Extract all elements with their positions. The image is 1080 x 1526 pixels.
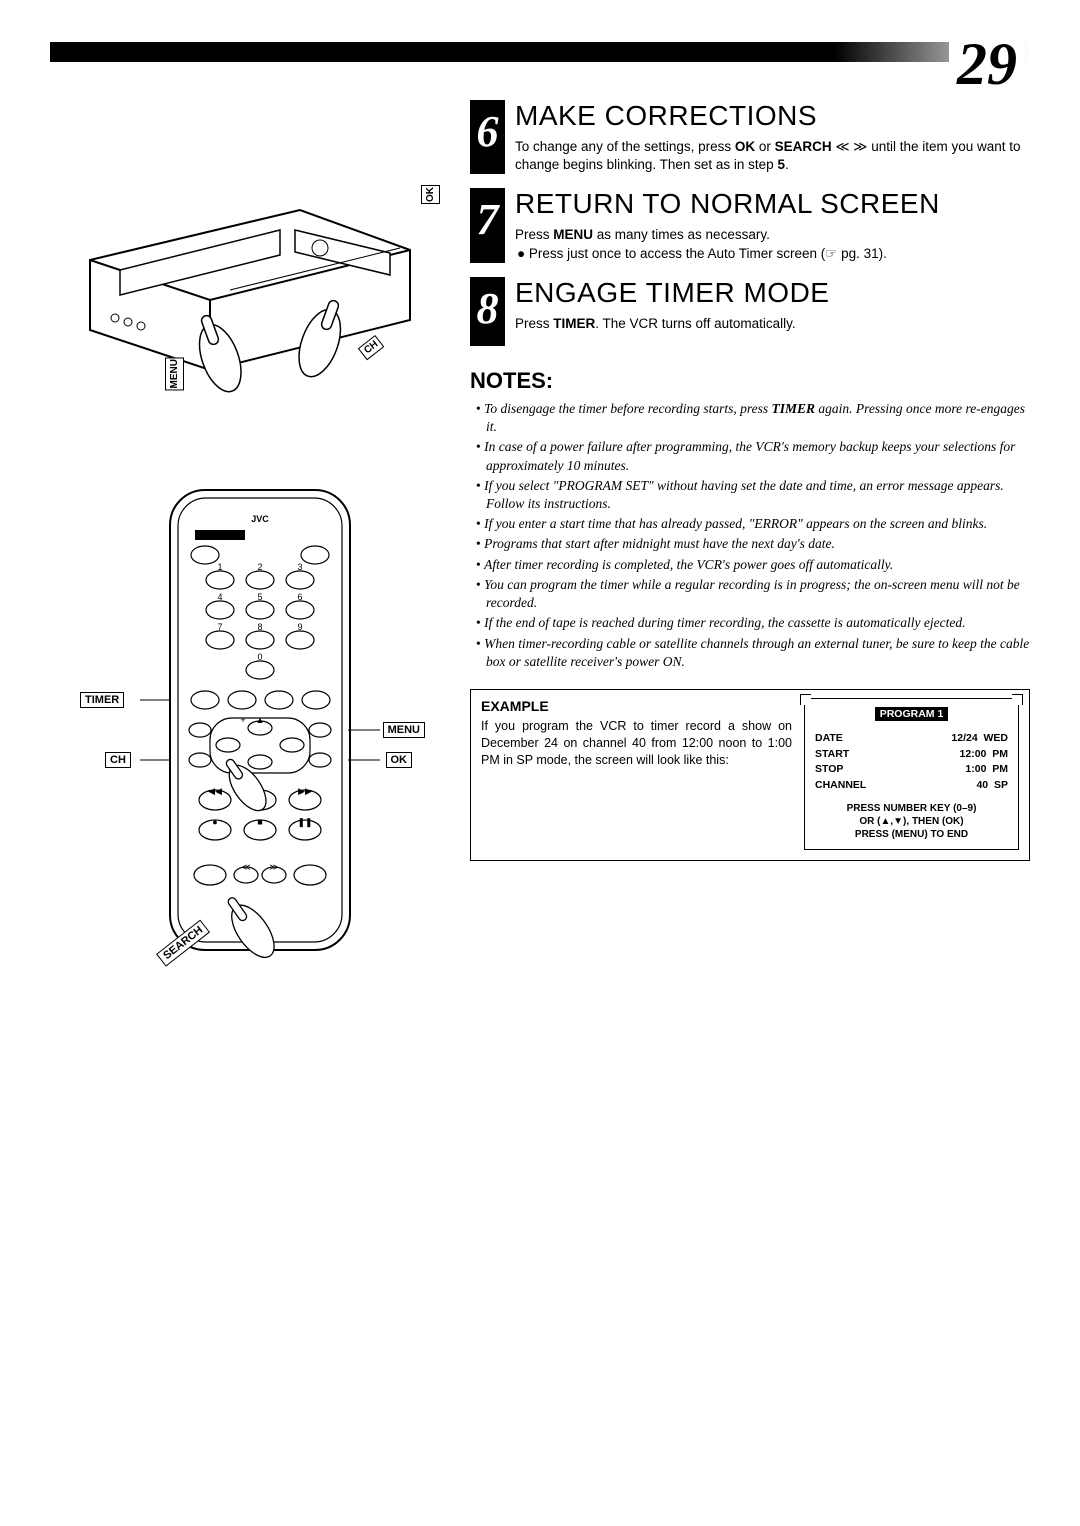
note-item: In case of a power failure after program… <box>474 438 1030 474</box>
svg-text:≫: ≫ <box>269 862 278 872</box>
svg-text:8: 8 <box>257 622 262 632</box>
remote-brand-text: JVC <box>251 514 269 524</box>
notes-list: To disengage the timer before recording … <box>470 400 1030 671</box>
step-text: Press MENU as many times as necessary. <box>515 226 1030 244</box>
note-item: If you select "PROGRAM SET" without havi… <box>474 477 1030 513</box>
svg-text:◀◀: ◀◀ <box>208 786 222 796</box>
note-item: When timer-recording cable or satellite … <box>474 635 1030 671</box>
remote-menu-label: MENU <box>383 722 425 738</box>
remote-timer-label: TIMER <box>80 692 124 708</box>
note-item: After timer recording is completed, the … <box>474 556 1030 574</box>
screen-footer-line: PRESS (MENU) TO END <box>815 828 1008 841</box>
screen-footer-line: PRESS NUMBER KEY (0–9) <box>815 802 1008 815</box>
note-item: To disengage the timer before recording … <box>474 400 1030 436</box>
svg-text:3: 3 <box>297 562 302 572</box>
svg-text:6: 6 <box>297 592 302 602</box>
svg-text:0: 0 <box>257 652 262 662</box>
svg-text:4: 4 <box>217 592 222 602</box>
note-item: If the end of tape is reached during tim… <box>474 614 1030 632</box>
svg-text:5: 5 <box>257 592 262 602</box>
svg-text:1: 1 <box>217 562 222 572</box>
screen-row: CHANNEL40 SP <box>815 778 1008 794</box>
screen-row: STOP1:00 PM <box>815 762 1008 778</box>
step-text: Press TIMER. The VCR turns off automatic… <box>515 315 1030 333</box>
vcr-menu-label: MENU <box>165 357 184 390</box>
note-item: Programs that start after midnight must … <box>474 535 1030 553</box>
svg-text:▲: ▲ <box>256 715 265 725</box>
svg-text:2: 2 <box>257 562 262 572</box>
example-box: EXAMPLE If you program the VCR to timer … <box>470 689 1030 861</box>
program-screen: PROGRAM 1 DATE12/24 WEDSTART12:00 PMSTOP… <box>804 698 1019 850</box>
vcr-ok-label: OK <box>421 185 440 204</box>
svg-text:■: ■ <box>257 817 262 827</box>
step-6: 6 Make Corrections To change any of the se… <box>470 100 1030 174</box>
step-bullet: ● Press just once to access the Auto Tim… <box>515 245 1030 263</box>
step-number: 7 <box>470 188 505 262</box>
page-number: 29 <box>949 30 1025 99</box>
note-item: If you enter a start time that has alrea… <box>474 515 1030 533</box>
remote-illustration: JVC 1 2 3 4 5 6 7 8 9 0 <box>70 480 430 1005</box>
step-7: 7 Return To Normal Screen Press MENU as ma… <box>470 188 1030 262</box>
illustrations-column: OK MENU CH JVC 1 2 3 4 5 <box>50 100 450 1005</box>
screen-row: DATE12/24 WED <box>815 731 1008 747</box>
screen-badge: PROGRAM 1 <box>875 707 949 721</box>
svg-text:7: 7 <box>217 622 222 632</box>
svg-text:9: 9 <box>297 622 302 632</box>
svg-text:●: ● <box>212 817 217 827</box>
svg-text:❚❚: ❚❚ <box>297 817 312 828</box>
screen-row: START12:00 PM <box>815 747 1008 763</box>
step-number: 8 <box>470 277 505 346</box>
step-text: To change any of the settings, press OK … <box>515 138 1030 174</box>
header-bar <box>50 42 1030 62</box>
step-number: 6 <box>470 100 505 174</box>
example-title: EXAMPLE <box>481 698 792 714</box>
remote-ch-label: CH <box>105 752 131 768</box>
page-content: OK MENU CH JVC 1 2 3 4 5 <box>50 100 1030 1005</box>
screen-footer-line: OR (▲,▼), THEN (OK) <box>815 815 1008 828</box>
steps-list: 6 Make Corrections To change any of the se… <box>470 100 1030 346</box>
step-title: Make Corrections <box>515 100 1030 132</box>
step-title: Return To Normal Screen <box>515 188 1030 220</box>
svg-text:▶▶: ▶▶ <box>298 786 312 796</box>
step-title: Engage Timer Mode <box>515 277 1030 309</box>
note-item: You can program the timer while a regula… <box>474 576 1030 612</box>
notes-heading: NOTES: <box>470 368 1030 394</box>
svg-text:+: + <box>240 715 245 725</box>
example-text: If you program the VCR to timer record a… <box>481 718 792 769</box>
remote-ok-label: OK <box>386 752 413 768</box>
screen-footer: PRESS NUMBER KEY (0–9)OR (▲,▼), THEN (OK… <box>815 802 1008 841</box>
step-8: 8 Engage Timer Mode Press TIMER. The VCR t… <box>470 277 1030 346</box>
svg-text:≪: ≪ <box>241 862 250 872</box>
vcr-illustration: OK MENU CH <box>50 140 450 400</box>
instructions-column: 6 Make Corrections To change any of the se… <box>470 100 1030 1005</box>
